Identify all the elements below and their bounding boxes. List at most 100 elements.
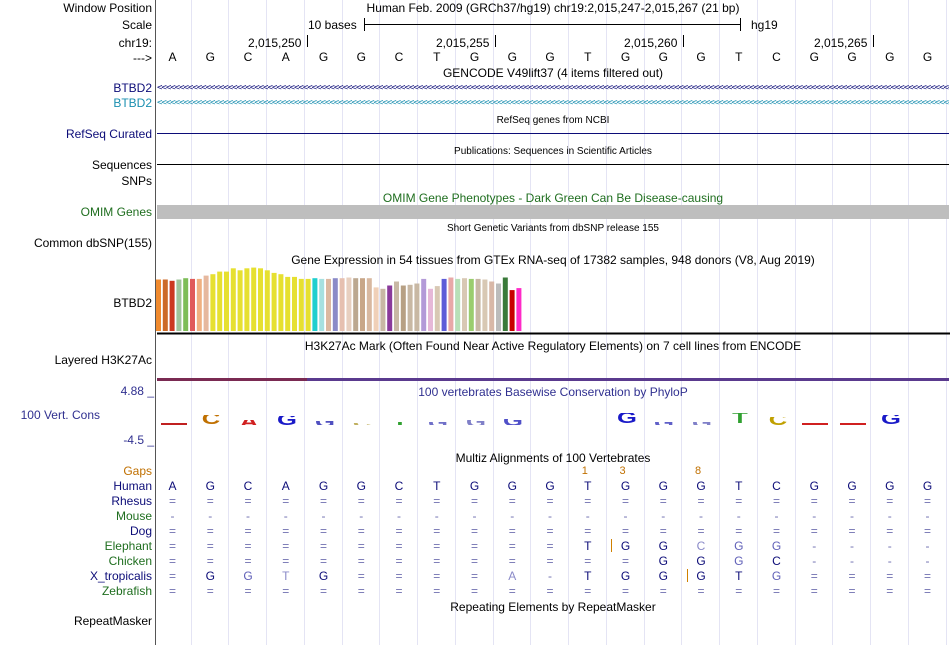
- gtex-tissue-bar[interactable]: [224, 271, 229, 331]
- gtex-tissue-bar[interactable]: [210, 274, 216, 331]
- gtex-tissue-bar[interactable]: [428, 288, 433, 331]
- gtex-tissue-bar[interactable]: [421, 278, 427, 331]
- gtex-tissue-bar[interactable]: [448, 277, 454, 332]
- gtex-tissue-bar[interactable]: [516, 288, 522, 331]
- repeatmasker-track-title[interactable]: Repeating Elements by RepeatMasker: [450, 600, 656, 614]
- gtex-tissue-bar[interactable]: [319, 278, 325, 331]
- gencode-gene-label[interactable]: BTBD2: [113, 96, 152, 110]
- gtex-tissue-bar[interactable]: [326, 278, 331, 331]
- gtex-tissue-bar[interactable]: [203, 275, 209, 331]
- phylop-track-title[interactable]: 100 vertebrates Basewise Conservation by…: [418, 385, 688, 399]
- gtex-tissue-bar[interactable]: [360, 278, 365, 331]
- gtex-tissue-bar[interactable]: [156, 279, 161, 332]
- gencode-transcript-1[interactable]: <<<<<<<<<<<<<<<<<<<<<<<<<<<<<<<<<<<<<<<<…: [157, 84, 949, 93]
- species-label[interactable]: Mouse: [115, 509, 152, 523]
- gtex-tissue-bar[interactable]: [455, 278, 461, 331]
- omim-track-label[interactable]: OMIM Genes: [80, 205, 152, 219]
- h3k27ac-track-title[interactable]: H3K27Ac Mark (Often Found Near Active Re…: [304, 339, 802, 353]
- gtex-expression-chart[interactable]: [155, 265, 950, 335]
- gencode-gene-label[interactable]: BTBD2: [113, 81, 152, 95]
- gtex-tissue-bar[interactable]: [176, 279, 182, 332]
- gtex-tissue-bar[interactable]: [305, 278, 311, 331]
- gtex-tissue-bar[interactable]: [407, 284, 413, 331]
- gtex-tissue-bar[interactable]: [353, 278, 359, 331]
- window-position-label: Window Position: [63, 1, 152, 15]
- window-position-value[interactable]: Human Feb. 2009 (GRCh37/hg19) chr19:2,01…: [366, 1, 740, 15]
- alignment-base: =: [546, 554, 554, 568]
- alignment-base: =: [319, 539, 327, 553]
- refseq-track-label[interactable]: RefSeq Curated: [65, 127, 152, 141]
- gtex-tissue-bar[interactable]: [190, 278, 195, 331]
- gtex-tissue-bar[interactable]: [339, 278, 345, 331]
- refseq-track-title[interactable]: RefSeq genes from NCBI: [496, 115, 610, 126]
- gtex-tissue-bar[interactable]: [271, 272, 277, 331]
- gtex-tissue-bar[interactable]: [373, 287, 379, 331]
- species-label[interactable]: X_tropicalis: [89, 569, 152, 583]
- gtex-track-label[interactable]: BTBD2: [113, 296, 152, 310]
- gencode-transcript-2[interactable]: <<<<<<<<<<<<<<<<<<<<<<<<<<<<<<<<<<<<<<<<…: [157, 99, 949, 108]
- gtex-tissue-bar[interactable]: [162, 279, 168, 332]
- gtex-tissue-bar[interactable]: [380, 288, 386, 331]
- gtex-tissue-bar[interactable]: [387, 285, 393, 332]
- gtex-tissue-bar[interactable]: [394, 281, 399, 332]
- gtex-tissue-bar[interactable]: [251, 267, 257, 331]
- gtex-tissue-bar[interactable]: [217, 271, 223, 331]
- gtex-tissue-bar[interactable]: [366, 278, 372, 331]
- gtex-tissue-bar[interactable]: [496, 283, 501, 332]
- gtex-tissue-bar[interactable]: [414, 283, 420, 332]
- gtex-tissue-bar[interactable]: [482, 279, 488, 332]
- species-label[interactable]: Human: [113, 479, 152, 493]
- gtex-tissue-bar[interactable]: [332, 278, 338, 331]
- gtex-tissue-bar[interactable]: [244, 268, 250, 331]
- h3k27ac-track-label[interactable]: Layered H3K27Ac: [54, 353, 152, 367]
- gtex-tissue-bar[interactable]: [346, 277, 352, 332]
- species-label[interactable]: Dog: [129, 524, 152, 538]
- gtex-tissue-bar[interactable]: [502, 277, 508, 332]
- h3k27ac-signal-low[interactable]: [157, 378, 307, 381]
- gtex-tissue-bar[interactable]: [169, 280, 175, 331]
- alignment-base: =: [772, 524, 780, 538]
- gtex-tissue-bar[interactable]: [475, 278, 481, 331]
- gtex-tissue-bar[interactable]: [462, 278, 467, 331]
- gtex-tissue-bar[interactable]: [441, 278, 447, 331]
- dbsnp-track-title[interactable]: Short Genetic Variants from dbSNP releas…: [447, 223, 659, 234]
- gtex-tissue-bar[interactable]: [285, 276, 291, 331]
- gtex-track-title[interactable]: Gene Expression in 54 tissues from GTEx …: [291, 253, 815, 267]
- publications-line[interactable]: [157, 164, 949, 165]
- base-gridline: [946, 0, 947, 645]
- h3k27ac-signal[interactable]: [307, 378, 949, 381]
- gtex-tissue-bar[interactable]: [400, 285, 406, 332]
- gtex-tissue-bar[interactable]: [489, 281, 495, 332]
- gtex-tissue-bar[interactable]: [509, 290, 515, 331]
- gtex-tissue-bar[interactable]: [468, 278, 474, 331]
- phylop-track-label[interactable]: 100 Vert. Cons: [20, 408, 100, 422]
- alignment-base: =: [923, 494, 931, 508]
- gtex-tissue-bar[interactable]: [196, 278, 202, 331]
- omim-gene-bar[interactable]: [157, 205, 949, 219]
- publications-track-label[interactable]: Sequences: [91, 158, 152, 172]
- gtex-tissue-bar[interactable]: [183, 278, 189, 331]
- gtex-tissue-bar[interactable]: [264, 270, 270, 331]
- dbsnp-track-label[interactable]: Common dbSNP(155): [33, 236, 152, 250]
- refseq-gene-line[interactable]: [157, 133, 949, 134]
- species-label[interactable]: Zebrafish: [101, 584, 152, 598]
- species-label[interactable]: Rhesus: [111, 494, 152, 508]
- gtex-tissue-bar[interactable]: [230, 268, 236, 331]
- gtex-tissue-bar[interactable]: [298, 278, 304, 331]
- species-label[interactable]: Elephant: [104, 539, 152, 553]
- omim-track-title[interactable]: OMIM Gene Phenotypes - Dark Green Can Be…: [382, 191, 724, 205]
- repeatmasker-track-label[interactable]: RepeatMasker: [73, 614, 152, 628]
- gtex-tissue-bar[interactable]: [292, 276, 297, 331]
- gtex-tissue-bar[interactable]: [278, 274, 284, 331]
- publications-track-title[interactable]: Publications: Sequences in Scientific Ar…: [454, 146, 652, 157]
- gtex-tissue-bar[interactable]: [258, 268, 263, 331]
- alignment-base: G: [658, 479, 668, 493]
- alignment-base: -: [472, 509, 477, 523]
- gencode-track-title[interactable]: GENCODE V49lift37 (4 items filtered out): [442, 66, 664, 80]
- species-label[interactable]: Chicken: [108, 554, 152, 568]
- multiz-track-title[interactable]: Multiz Alignments of 100 Vertebrates: [455, 451, 651, 465]
- gtex-tissue-bar[interactable]: [237, 270, 243, 331]
- alignment-base: G: [696, 479, 706, 493]
- gtex-tissue-bar[interactable]: [434, 286, 440, 331]
- gtex-tissue-bar[interactable]: [312, 278, 318, 331]
